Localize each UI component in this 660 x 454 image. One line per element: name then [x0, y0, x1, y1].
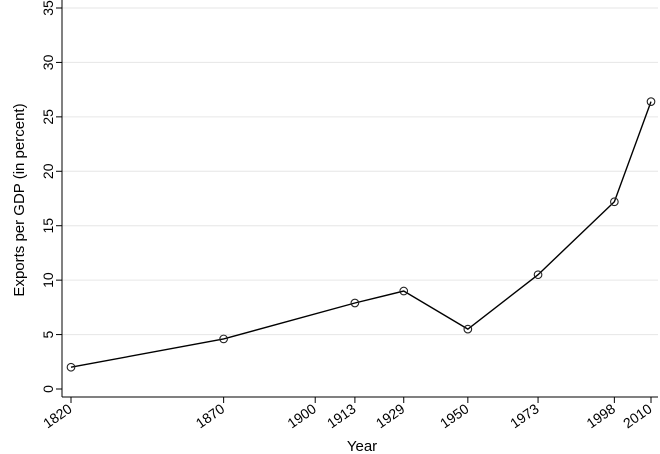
data-point-1913: [350, 298, 360, 308]
data-point-1929: [399, 286, 409, 296]
data-series: [66, 97, 656, 372]
x-tick-label-1973: 1973: [507, 400, 542, 431]
y-tick-label-25: 25: [40, 109, 56, 125]
grid-lines: [62, 7, 658, 336]
data-point-1998: [610, 197, 619, 207]
data-point-1973: [533, 270, 543, 280]
series-line: [70, 101, 652, 368]
y-tick-label-15: 15: [40, 218, 56, 234]
y-tick-label-30: 30: [40, 54, 56, 70]
x-tick-label-2010: 2010: [620, 400, 655, 431]
x-tick-label-1900: 1900: [284, 400, 319, 431]
data-point-1870: [219, 334, 228, 344]
y-tick-label-5: 5: [40, 330, 56, 338]
x-tick-label-1820: 1820: [40, 400, 75, 431]
x-tick-label-1870: 1870: [193, 400, 228, 431]
data-point-1950: [463, 324, 473, 334]
x-axis-title: Year: [347, 438, 377, 454]
data-point-2010: [646, 97, 656, 106]
y-tick-label-35: 35: [40, 0, 56, 16]
x-tick-label-1998: 1998: [583, 400, 618, 431]
x-tick-label-1929: 1929: [373, 400, 408, 431]
y-tick-label-0: 0: [40, 385, 56, 393]
x-tick-label-1913: 1913: [324, 400, 359, 431]
axes: 0 5 10 15 20 25 30 35 1820 1870 1900 1913 1929 1950 19…: [40, 0, 658, 431]
y-tick-label-20: 20: [40, 163, 56, 179]
data-point-1820: [66, 362, 76, 372]
y-axis-title: Exports per GDP (in percent): [11, 103, 28, 296]
x-tick-label-1950: 1950: [437, 400, 472, 431]
y-tick-label-10: 10: [40, 272, 56, 288]
